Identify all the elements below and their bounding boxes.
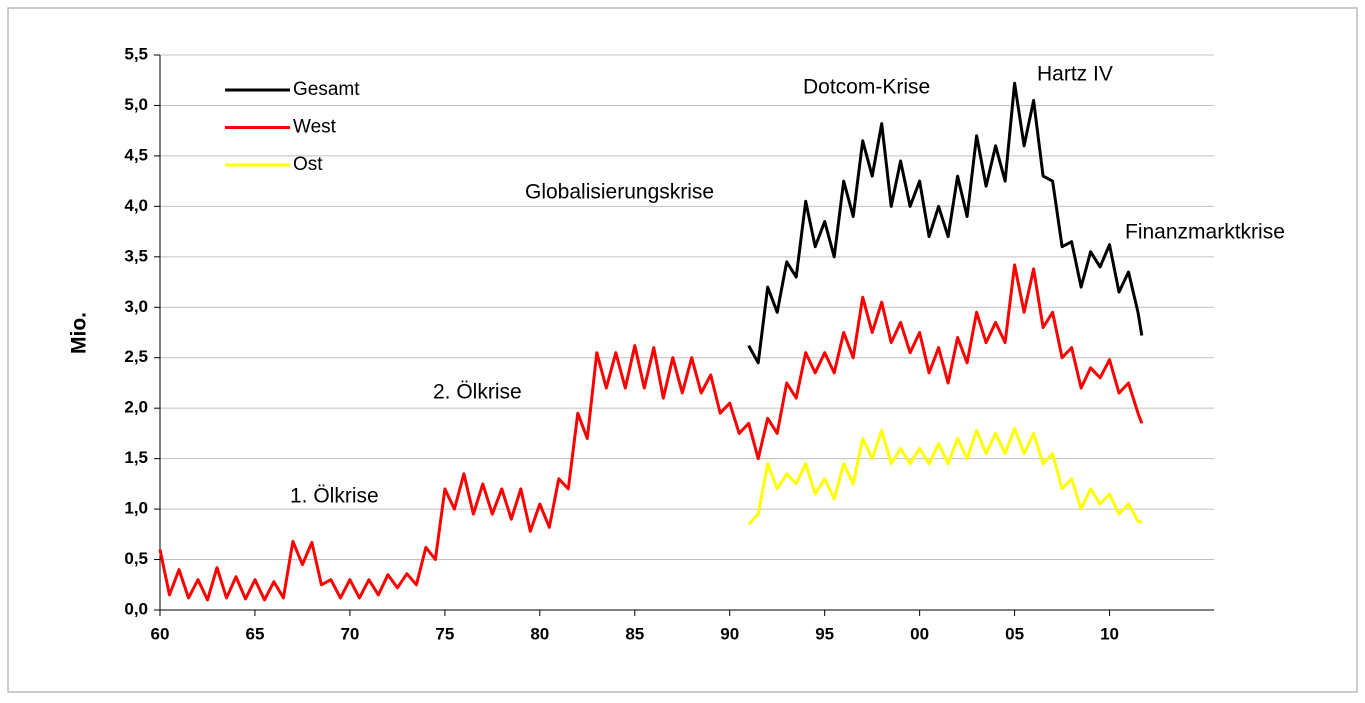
y-tick-label: 1,5 [124, 448, 148, 467]
legend-label: Gesamt [293, 79, 360, 100]
y-tick-label: 0,0 [124, 599, 148, 618]
y-tick-label: 4,5 [124, 145, 148, 164]
y-tick-label: 3,5 [124, 246, 148, 265]
annotation: 2. Ölkrise [433, 381, 522, 404]
x-tick-label: 10 [1100, 624, 1119, 643]
y-tick-label: 0,5 [124, 549, 148, 568]
annotation: 1. Ölkrise [290, 485, 379, 508]
y-tick-label: 1,0 [124, 499, 148, 518]
y-tick-label: 3,0 [124, 297, 148, 316]
x-tick-label: 60 [151, 624, 170, 643]
annotation: Hartz IV [1037, 63, 1113, 86]
x-tick-label: 70 [340, 624, 359, 643]
legend-label: West [293, 117, 337, 138]
y-tick-label: 5,0 [124, 95, 148, 114]
annotation: Globalisierungskrise [525, 181, 714, 204]
chart-frame [7, 7, 1358, 693]
y-tick-label: 2,0 [124, 398, 148, 417]
x-tick-label: 85 [625, 624, 644, 643]
legend-label: Ost [293, 154, 323, 175]
x-tick-label: 00 [910, 624, 929, 643]
y-tick-label: 5,5 [124, 44, 148, 63]
x-tick-label: 80 [530, 624, 549, 643]
y-tick-label: 2,5 [124, 347, 148, 366]
annotation: Dotcom-Krise [803, 76, 930, 99]
x-tick-label: 90 [720, 624, 739, 643]
data-line [747, 81, 1144, 365]
x-tick-label: 65 [245, 624, 264, 643]
x-tick-label: 95 [815, 624, 834, 643]
data-line [158, 263, 1144, 602]
data-line [747, 426, 1143, 526]
x-tick-label: 75 [435, 624, 454, 643]
y-axis-label: Mio. [68, 312, 91, 354]
y-tick-label: 4,0 [124, 196, 148, 215]
annotation: Finanzmarktkrise [1125, 221, 1285, 244]
x-tick-label: 05 [1005, 624, 1024, 643]
